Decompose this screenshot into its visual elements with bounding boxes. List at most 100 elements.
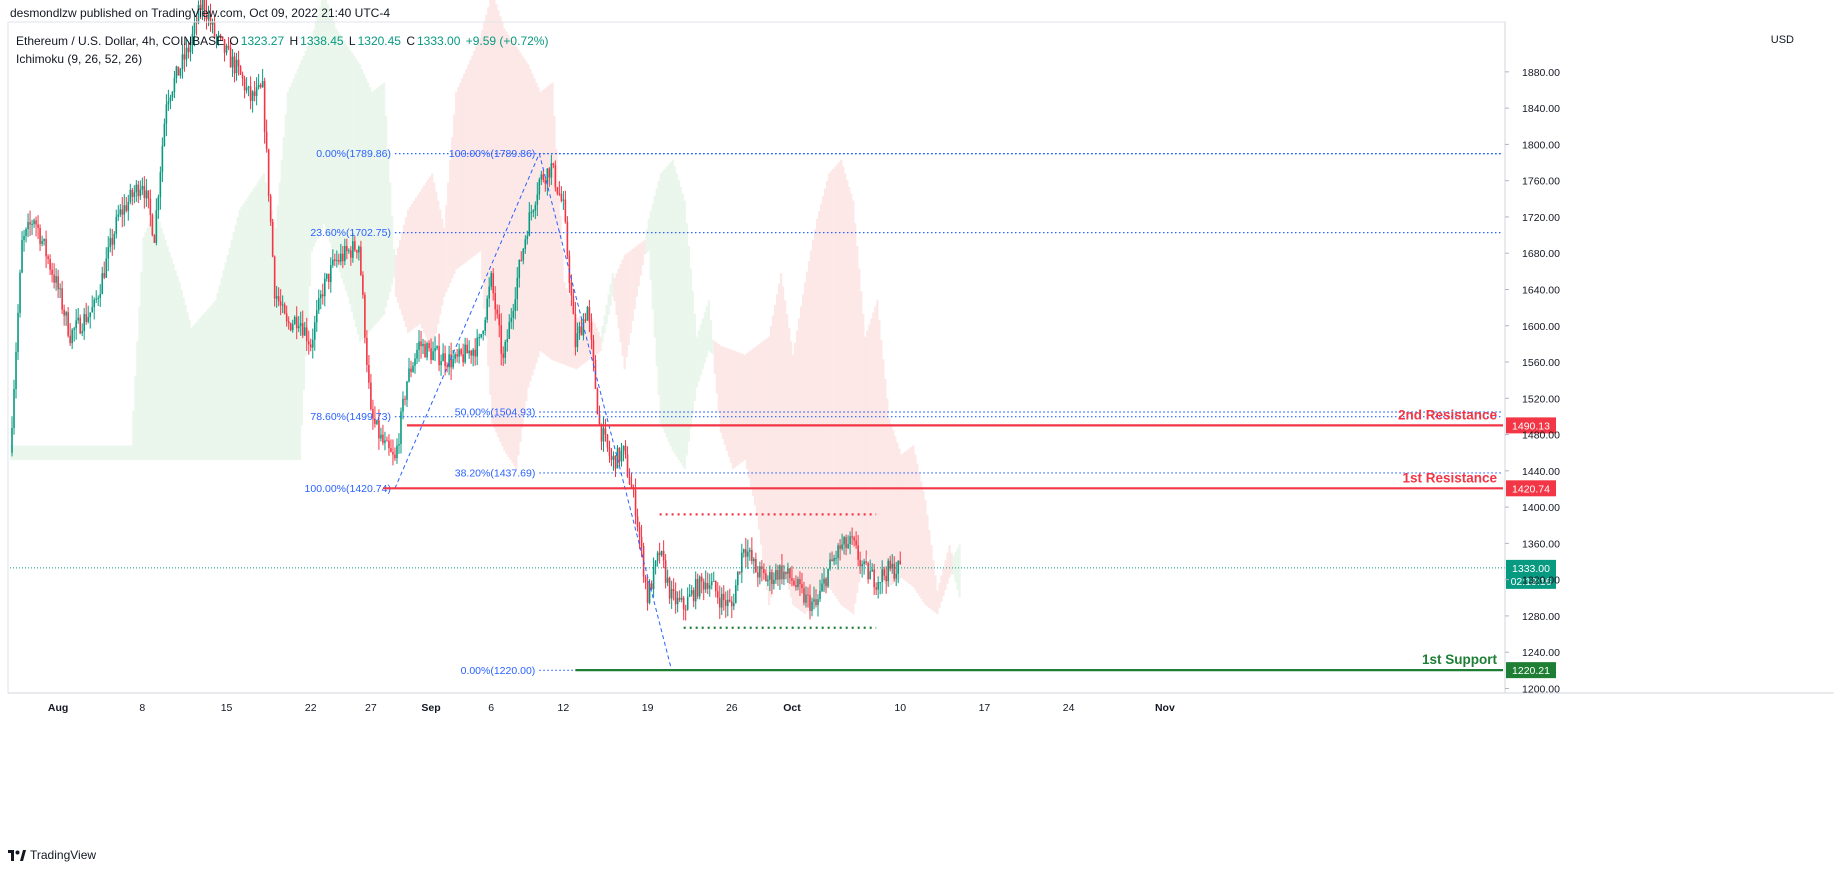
cloud-segment [196,320,199,460]
y-tick-label: 1840.00 [1522,103,1560,115]
cloud-segment [465,69,468,262]
candle-up [173,78,176,93]
candle-up [813,599,815,602]
candle-up [97,298,100,300]
footer-brand[interactable]: TradingView [8,848,96,862]
candle-down [153,235,156,243]
candle-up [396,445,398,459]
cloud-segment [677,180,680,460]
candle-up [442,353,444,362]
cloud-segment [631,248,634,321]
cloud-segment [390,215,394,285]
cloud-segment [98,445,101,460]
y-tick-label: 1440.00 [1522,466,1560,478]
cloud-segment [830,171,833,590]
high-value: 1338.45 [300,34,344,48]
candle-up [261,81,264,88]
candle-down [682,597,685,610]
cloud-segment [136,341,139,460]
candle-down [520,260,523,262]
candle-down [494,293,497,310]
candle-up [418,341,420,350]
candle-down [668,577,671,599]
candle-down [801,584,803,589]
cloud-segment [805,271,809,612]
candle-down [556,187,559,194]
candle-down [664,560,667,583]
candle-up [869,571,871,580]
cloud-segment [763,339,767,575]
candle-down [789,568,791,579]
cloud-segment [585,310,588,362]
candle-up [348,250,350,252]
cloud-segment [248,194,251,460]
cloud-segment [685,223,688,456]
cloud-segment [463,73,466,264]
candle-up [141,185,144,190]
cloud-segment [264,182,267,460]
cloud-segment [812,239,815,603]
cloud-segment [118,445,121,460]
candle-down [366,337,368,366]
cloud-segment [617,268,620,329]
candle-down [791,578,793,581]
candle-down [404,398,406,400]
candle-up [440,361,442,366]
candle-down [845,537,847,548]
close-value: 1333.00 [417,34,461,48]
cloud-segment [693,313,696,402]
candle-down [279,301,282,306]
cloud-segment [737,352,741,465]
cloud-segment [918,472,921,596]
candle-up [680,597,683,600]
cloud-segment [509,37,512,460]
cloud-segment [230,239,233,460]
candle-down [692,590,695,602]
candle-down [249,86,252,101]
candle-down [221,37,224,40]
candle-down [492,273,494,294]
candle-up [720,593,723,608]
cloud-segment [781,286,785,568]
candle-up [686,596,689,610]
cloud-segment [56,445,59,460]
cloud-segment [290,82,293,460]
candle-down [839,545,841,549]
candle-up [197,4,200,24]
candle-up [225,45,228,53]
candle-down [785,571,787,574]
cloud-segment [872,312,875,569]
cloud-segment [900,454,903,578]
candle-up [578,326,581,334]
cloud-segment [577,317,580,368]
candle-up [891,563,893,569]
candle-down [570,282,573,296]
candle-up [652,566,655,590]
candle-down [658,552,661,556]
cloud-segment [146,227,149,460]
cloud-segment [523,58,526,415]
cloud-segment [487,7,490,367]
candle-up [797,579,799,587]
x-tick-label: 22 [305,702,317,714]
cloud-segment [709,320,713,353]
candle-up [582,319,585,336]
cloud-segment [398,239,402,309]
cloud-segment [826,180,829,589]
candle-up [504,342,507,358]
cloud-segment [354,58,358,327]
cloud-segment [16,445,19,460]
cloud-segment [621,259,624,356]
cloud-segment [541,90,544,353]
candle-down [574,314,577,348]
candle-up [510,317,513,322]
cloud-segment [419,191,422,324]
cloud-segment [793,342,797,607]
candle-down [450,354,452,368]
candle-up [775,570,777,580]
cloud-segment [378,85,382,320]
candle-up [416,349,418,359]
candle-down [606,434,609,448]
candle-up [749,549,751,552]
